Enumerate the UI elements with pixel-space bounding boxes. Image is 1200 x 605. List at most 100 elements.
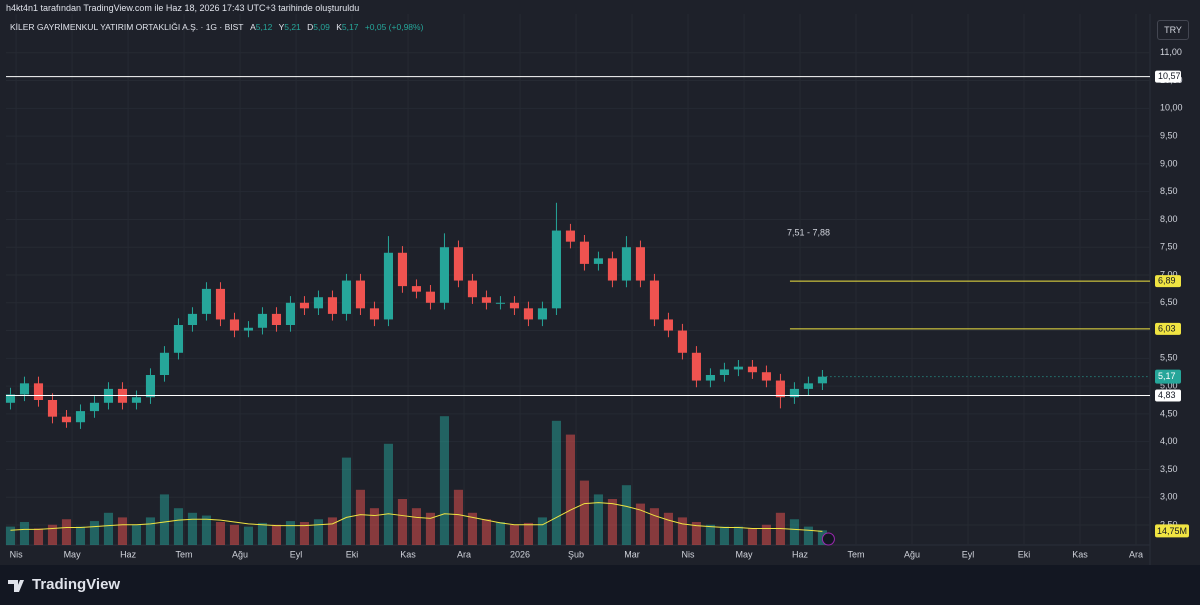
volume-bar [159,494,170,545]
candle-body [89,402,100,412]
volume-bar [229,524,240,545]
logo [8,580,24,592]
volume-bar [243,526,254,545]
h-value: 5,21 [284,22,301,32]
x-tick-label: 2026 [510,549,530,559]
volume-bar [187,512,198,545]
volume-ma-line [10,502,823,532]
volume-ma-label-bg [1155,524,1189,538]
candle-body [201,288,212,314]
volume-bar [257,522,268,545]
x-tick-label: Ara [457,549,471,559]
x-tick-label: May [64,549,82,559]
candle-body [523,308,533,320]
volume-bar [19,522,30,545]
x-tick-label: Eyl [290,549,303,559]
candle-body [313,297,324,309]
price-label: 10,57 [1158,71,1181,81]
volume-bar [495,522,505,545]
y-tick-label: 5,50 [1160,353,1178,363]
volume-bar [481,519,491,545]
candle-body [733,366,743,370]
volume-bar [383,443,394,545]
volume-bar [341,457,352,545]
currency-button[interactable]: TRY [1157,20,1189,40]
x-tick-label: May [736,549,754,559]
volume-bar [691,522,701,545]
candle-body [19,383,30,395]
volume-bar [313,519,324,545]
candle-body [817,376,827,384]
y-tick-label: 8,50 [1160,186,1178,196]
x-tick-label: Ağu [232,549,248,559]
candle-body [453,247,463,281]
candle-body [425,291,435,303]
x-tick-label: Tem [848,549,865,559]
volume-bar [551,420,561,545]
volume-bar [397,499,408,545]
x-tick-label: Ağu [904,549,920,559]
volume-bar [5,526,16,545]
volume-bar [733,526,743,545]
volume-bar [705,524,715,545]
candle-body [803,383,813,389]
volume-bar [453,489,463,545]
volume-bar [425,512,435,545]
candle-body [509,302,519,309]
x-tick-label: Eki [1018,549,1031,559]
price-label: 6,89 [1158,275,1176,285]
candle-body [775,380,785,398]
candle-body [355,280,366,309]
candle-body [33,383,44,400]
y-tick-label: 8,00 [1160,214,1178,224]
volume-bar [467,512,477,545]
volume-bar [789,519,799,545]
volume-bar [509,524,519,545]
y-tick-label: 3,00 [1160,492,1178,502]
price-label-bg [1155,389,1181,402]
x-tick-label: Nis [10,549,23,559]
volume-bar [649,508,659,545]
candle-body [593,258,603,264]
o-value: 5,12 [255,22,273,32]
candle-body [635,247,645,281]
change: +0,05 (+0,98%) [364,22,424,32]
last-price-bg [1155,369,1181,384]
legend: KİLER GAYRİMENKUL YATIRIM ORTAKLIĞI A.Ş.… [10,22,427,32]
y-tick-label: 11,00 [1160,47,1182,57]
candle-body [397,252,408,287]
volume-bar [411,508,422,545]
candle-body [187,313,198,325]
y-tick-label: 2,50 [1160,519,1178,529]
volume-bar [299,522,310,545]
c-value: 5,17 [341,22,359,32]
candle-body [257,313,268,328]
x-tick-label: Kas [400,549,416,559]
h-label: Y [278,22,285,32]
l-value: 5,09 [313,22,330,32]
candle-body [215,288,226,320]
candle-body [411,286,422,292]
volume-bar [663,512,673,545]
volume-bar [565,434,575,545]
x-tick-label: Eyl [962,549,975,559]
candle-body [229,319,240,331]
candle-body [439,247,449,303]
volume-bar [75,526,86,545]
volume-bar [103,512,114,545]
candle-body [495,302,505,304]
candle-body [607,258,617,281]
candle-body [383,252,394,320]
y-tick-label: 5,00 [1160,380,1178,390]
volume-bar [145,517,156,545]
y-tick-label: 10,00 [1160,103,1183,113]
volume-bar [803,526,813,545]
price-label: 6,03 [1158,323,1176,333]
candle-body [467,280,477,298]
candle-body [5,394,16,403]
l-label: D [307,22,314,32]
candle-body [551,230,561,309]
last-price-label: 5,17 [1158,371,1176,381]
candle-body [649,280,659,320]
